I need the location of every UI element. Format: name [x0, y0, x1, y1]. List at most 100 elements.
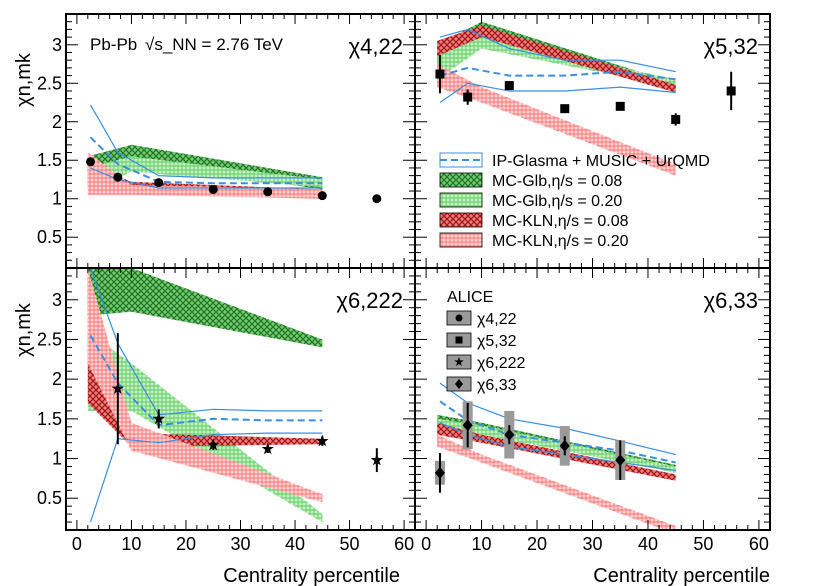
legend-alice-label: χ6,33	[477, 377, 517, 394]
band-mckln-20	[437, 434, 676, 530]
legend-model-entry: IP-Glasma + MUSIC + UrQMD	[439, 152, 710, 170]
alice-point	[559, 439, 570, 452]
plot-area	[86, 104, 382, 204]
y-tick-label: 1	[52, 449, 62, 469]
legend-alice-marker	[455, 336, 463, 344]
legend-label: MC-Glb,η/s = 0.08	[492, 173, 622, 190]
x-tick-label: 0	[72, 534, 82, 554]
legend-swatch	[439, 212, 483, 228]
alice-point	[462, 419, 473, 432]
band-mckln-20	[87, 152, 323, 199]
ipglasma-lower-line	[90, 167, 323, 189]
band-mckln-20	[437, 64, 676, 176]
x-tick-label: 50	[340, 534, 360, 554]
legend-alice-label: χ4,22	[477, 311, 517, 328]
x-tick-label: 10	[121, 534, 141, 554]
y-tick-label: 1	[52, 189, 62, 209]
x-tick-label: 40	[638, 534, 658, 554]
y-axis-title-top: χn,mk	[13, 52, 35, 107]
legend-alice: ALICE χ4,22 χ5,32 χ6,222 χ6,33	[446, 289, 526, 394]
ipglasma-central-line	[89, 335, 323, 427]
alice-point	[560, 104, 570, 114]
panel-title: χ5,32	[704, 34, 758, 59]
x-tick-label: 30	[230, 534, 250, 554]
alice-point	[463, 92, 473, 102]
legend-alice-marker	[455, 379, 463, 389]
alice-point	[316, 434, 329, 447]
plot-area	[434, 382, 676, 530]
x-tick-label: 50	[693, 534, 713, 554]
alice-point	[317, 191, 327, 201]
x-axis-title-left: Centrality percentile	[223, 565, 400, 586]
alice-point	[504, 81, 514, 91]
y-tick-label: 1.5	[37, 150, 62, 170]
alice-point	[372, 194, 382, 204]
plot-area	[87, 268, 383, 523]
legend-alice-label: χ6,222	[477, 355, 526, 372]
y-tick-label: 3	[52, 290, 62, 310]
alice-point	[261, 442, 274, 455]
legend-swatch	[439, 232, 483, 248]
plot-area	[435, 21, 736, 176]
ipglasma-upper-line	[89, 268, 323, 416]
legend-alice-entry: χ6,33	[446, 376, 517, 394]
alice-point	[152, 412, 165, 425]
ipglasma-lower-line	[439, 82, 676, 103]
y-tick-label: 0.5	[37, 488, 62, 508]
x-tick-label: 40	[285, 534, 305, 554]
alice-point	[207, 438, 220, 451]
x-tick-label: 60	[394, 534, 414, 554]
alice-point	[263, 187, 273, 197]
alice-point	[154, 178, 164, 188]
x-tick-label: 0	[421, 534, 431, 554]
y-tick-label: 3	[52, 35, 62, 55]
ipglasma-lower-line	[89, 432, 323, 523]
legend-swatch	[439, 172, 483, 188]
y-tick-label: 0.5	[37, 227, 62, 247]
legend-alice-label: χ5,32	[477, 333, 517, 350]
ipglasma-upper-line	[439, 382, 676, 456]
legend-alice-entry: χ4,22	[446, 310, 517, 328]
legend-alice-entry: χ6,222	[446, 354, 526, 372]
y-tick-label: 2	[52, 112, 62, 132]
legend-alice-entry: χ5,32	[446, 332, 517, 350]
ipglasma-upper-line	[89, 104, 323, 179]
legend-label: IP-Glasma + MUSIC + UrQMD	[492, 153, 710, 170]
alice-point	[435, 69, 445, 79]
alice-point	[111, 382, 124, 394]
energy-label: √s_NN = 2.76 TeV	[145, 35, 284, 54]
legend-label: MC-KLN,η/s = 0.08	[492, 213, 629, 230]
x-tick-label: 20	[527, 534, 547, 554]
alice-point	[615, 101, 625, 111]
panel-title: χ6,33	[704, 288, 758, 313]
band-mckln-20	[87, 268, 323, 503]
x-tick-label: 60	[749, 534, 769, 554]
legend-alice-marker	[455, 314, 463, 322]
x-axis-title-right: Centrality percentile	[593, 565, 770, 586]
ipglasma-central-line	[89, 136, 323, 185]
alice-point	[726, 86, 736, 96]
band-mcglb-08	[87, 268, 323, 348]
panel-title: χ4,22	[349, 34, 403, 59]
legend-swatch	[439, 192, 483, 208]
legend-models: IP-Glasma + MUSIC + UrQMD MC-Glb,η/s = 0.…	[439, 152, 710, 250]
panel-chi-6-33: 0 10 20 30 40 50 60 χ6,33	[414, 267, 771, 554]
ipglasma-central-line	[439, 66, 676, 81]
legend-model-entry: MC-Glb,η/s = 0.20	[439, 192, 622, 210]
alice-point	[434, 466, 445, 479]
x-tick-label: 20	[176, 534, 196, 554]
legend-alice-marker	[454, 357, 464, 366]
alice-point	[86, 157, 96, 167]
alice-point	[671, 114, 681, 124]
alice-point	[370, 453, 383, 466]
panel-title: χ6,222	[336, 288, 403, 313]
x-tick-label: 30	[582, 534, 602, 554]
legend-label: MC-KLN,η/s = 0.20	[492, 233, 629, 250]
legend-model-entry: MC-KLN,η/s = 0.20	[439, 232, 629, 250]
legend-model-entry: MC-KLN,η/s = 0.08	[439, 212, 629, 230]
ipglasma-upper-line	[439, 28, 676, 73]
y-tick-label: 2.5	[37, 329, 62, 349]
alice-point	[208, 184, 218, 194]
